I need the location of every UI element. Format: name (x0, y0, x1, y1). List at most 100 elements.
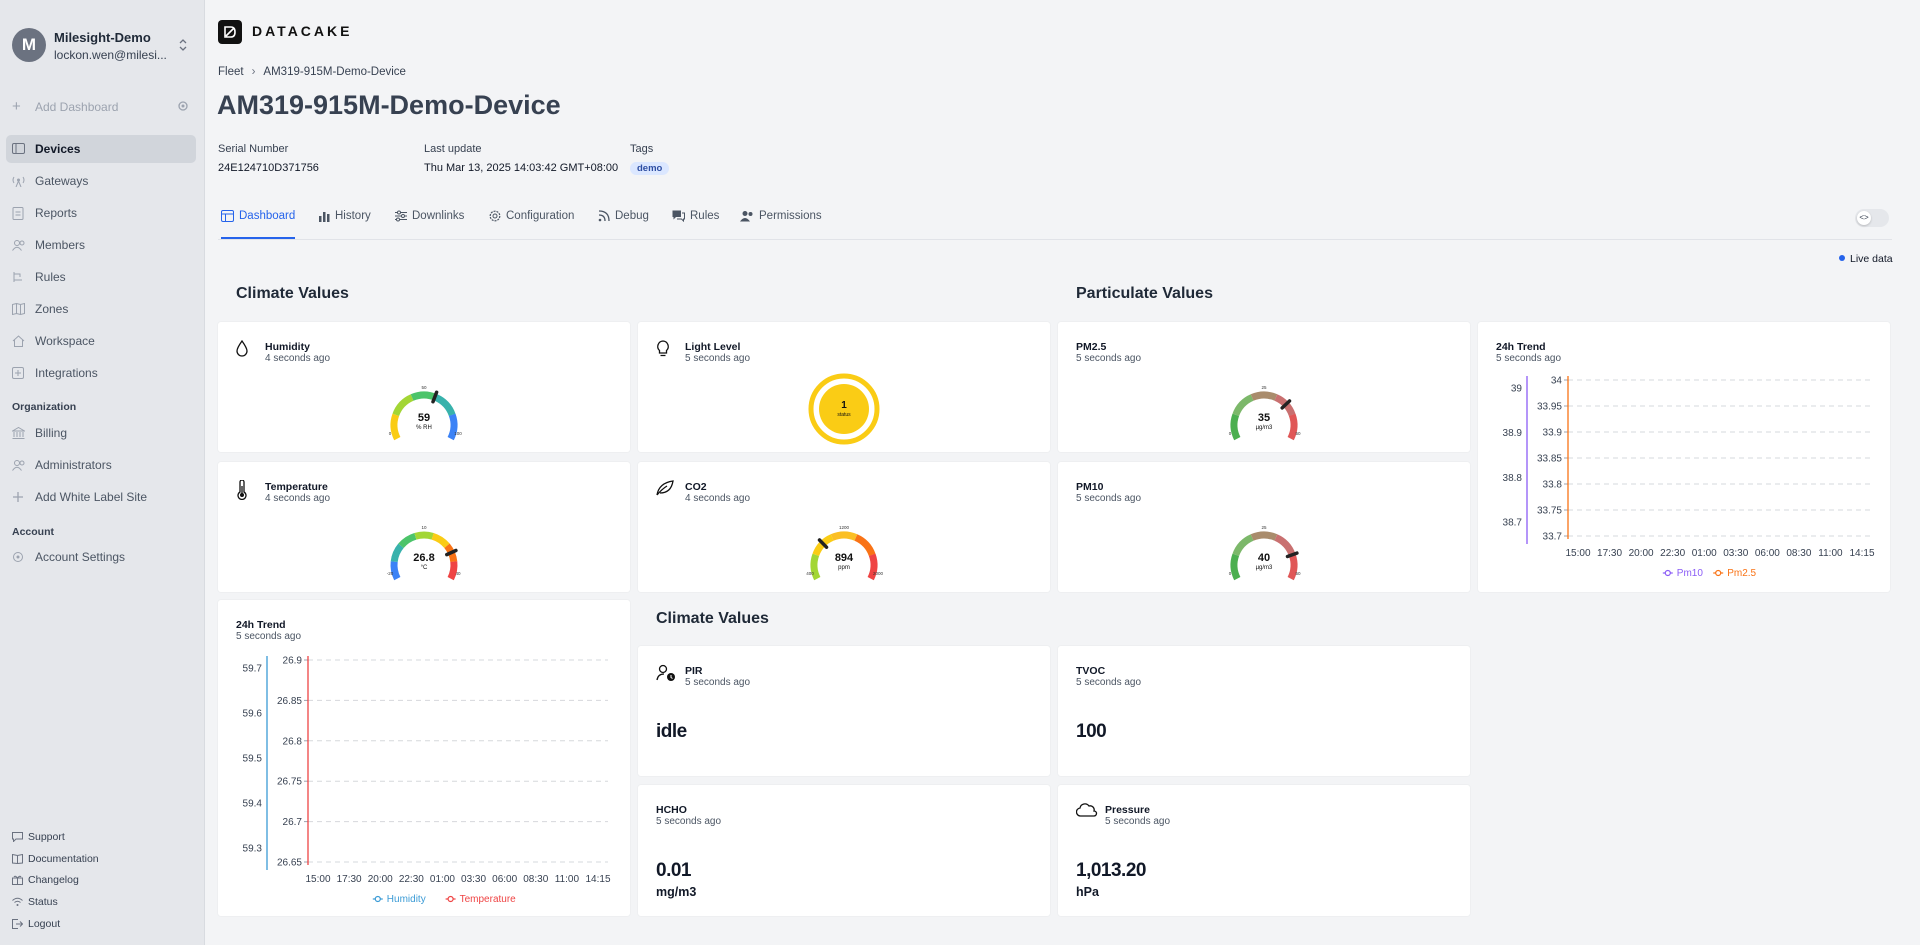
serial-number-label: Serial Number (218, 143, 289, 155)
pressure-value: 1,013.20 (1076, 860, 1146, 881)
widget-title: CO2 (685, 481, 707, 493)
gauge-needle (445, 548, 458, 557)
y-left-tick-label: 38.7 (1503, 518, 1523, 529)
pressure-unit: hPa (1076, 885, 1099, 899)
tag-badge[interactable]: demo (630, 162, 670, 175)
x-tick-label: 15:00 (305, 874, 330, 885)
users-icon (740, 211, 753, 222)
sidebar-item-reports[interactable]: Reports (6, 199, 196, 227)
plus-icon: + (12, 98, 21, 115)
y-left-tick-label: 39 (1511, 384, 1523, 395)
sidebar-item-label: Rules (35, 270, 66, 284)
legend-item[interactable]: Pm2.5 (1713, 568, 1757, 579)
sidebar-item-integrations[interactable]: Integrations (6, 359, 196, 387)
humidity-gauge: 59% RH 0 100 50 (389, 385, 462, 441)
y-left-tick-label: 38.8 (1503, 473, 1523, 484)
gauge-arc-segment (810, 553, 821, 581)
temperature-gauge: 26.8°C -20 40 10 (387, 525, 461, 581)
gauge-max-label: 50 (1295, 571, 1301, 576)
tab-dashboard[interactable]: Dashboard (221, 210, 296, 239)
legend-label: Temperature (460, 894, 517, 905)
y-right-tick-label: 34 (1551, 376, 1563, 387)
widget-light-level: Light Level 5 seconds ago 1 status (638, 322, 1050, 452)
page-title: AM319-915M-Demo-Device (217, 90, 561, 120)
add-dashboard-label: Add Dashboard (35, 100, 119, 114)
gauge-unit: ppm (838, 565, 850, 571)
y-right-tick-label: 33.75 (1537, 506, 1562, 517)
widget-humidity: Humidity 4 seconds ago 59% RH 0 100 50 (218, 322, 630, 452)
sidebar-item-devices[interactable]: Devices (6, 135, 196, 163)
widget-title: HCHO (656, 804, 687, 816)
y-right-tick-label: 26.85 (277, 696, 302, 707)
code-view-toggle[interactable]: <> (1855, 209, 1889, 227)
tab-debug[interactable]: Debug (598, 210, 649, 238)
widget-title: PM2.5 (1076, 341, 1107, 353)
gauge-needle (1280, 399, 1292, 410)
widget-title: Pressure (1105, 804, 1150, 816)
workspace-name: Milesight-Demo (54, 30, 151, 45)
gauge-arc-segment (447, 561, 458, 581)
x-tick-label: 14:15 (1849, 548, 1874, 559)
y-right-tick-label: 26.9 (283, 656, 303, 667)
footer-link-label: Support (28, 831, 65, 843)
legend-label: Pm2.5 (1727, 568, 1756, 579)
x-tick-label: 11:00 (1818, 548, 1843, 559)
x-tick-label: 14:15 (585, 874, 610, 885)
hcho-unit: mg/m3 (656, 885, 697, 899)
y-right-tick-label: 33.7 (1543, 532, 1563, 543)
breadcrumb: Fleet › AM319-915M-Demo-Device (218, 66, 406, 78)
workspace-switcher[interactable]: M Milesight-Demo lockon.wen@milesi... (12, 28, 194, 64)
rules-icon (13, 272, 22, 282)
x-tick-label: 01:00 (430, 874, 455, 885)
tab-label: History (335, 210, 371, 222)
gauge-arc-segment (398, 532, 417, 549)
tab-permissions[interactable]: Permissions (740, 210, 822, 238)
hcho-value: 0.01 (656, 860, 691, 881)
sidebar-item-billing[interactable]: Billing (6, 419, 196, 447)
gauge-arc-segment (1230, 553, 1241, 581)
sidebar-item-label: Account Settings (35, 550, 126, 564)
tab-configuration[interactable]: Configuration (489, 210, 574, 238)
x-tick-label: 06:00 (492, 874, 517, 885)
tab-label: Debug (615, 210, 649, 222)
gauge-max-label: 2000 (873, 571, 884, 576)
gauge-arc-segment (1250, 531, 1278, 541)
tags-label: Tags (630, 143, 654, 155)
legend-item[interactable]: Humidity (372, 894, 426, 905)
sidebar-item-members[interactable]: Members (6, 231, 196, 259)
sidebar-item-add-white-label-site[interactable]: Add White Label Site (6, 483, 196, 511)
gauge-arc-segment (434, 394, 456, 417)
gauge-max-label: 50 (1295, 431, 1301, 436)
sidebar-item-zones[interactable]: Zones (6, 295, 196, 323)
tab-history[interactable]: History (318, 210, 371, 238)
sidebar-item-workspace[interactable]: Workspace (6, 327, 196, 355)
plus-icon (13, 492, 23, 502)
sidebar-item-label: Members (35, 238, 86, 252)
gauge-needle (1285, 551, 1299, 559)
sidebar-item-account-settings[interactable]: Account Settings (6, 543, 196, 571)
sidebar-item-rules[interactable]: Rules (6, 263, 196, 291)
gear-icon[interactable] (177, 100, 189, 112)
tab-rules[interactable]: Rules (672, 210, 719, 238)
gauge-unit: °C (421, 565, 428, 571)
gauge-min-label: 400 (806, 571, 814, 576)
widget-timestamp: 5 seconds ago (1076, 677, 1142, 688)
gauge-needle (817, 538, 829, 549)
sidebar-item-administrators[interactable]: Administrators (6, 451, 196, 479)
sidebar-item-gateways[interactable]: Gateways (6, 167, 196, 195)
add-dashboard[interactable]: + Add Dashboard (12, 98, 194, 116)
support-icon (12, 832, 23, 842)
gauge-needle (431, 390, 439, 404)
breadcrumb-fleet[interactable]: Fleet (218, 66, 244, 78)
gauge-arc-segment (392, 394, 414, 417)
tab-downlinks[interactable]: Downlinks (395, 210, 464, 238)
chevron-updown-icon[interactable] (177, 36, 189, 54)
widget-timestamp: 5 seconds ago (1105, 816, 1171, 827)
widget-timestamp: 5 seconds ago (685, 677, 751, 688)
legend-item[interactable]: Pm10 (1662, 568, 1704, 579)
logout-icon (12, 919, 23, 929)
widget-title: 24h Trend (236, 619, 286, 631)
gauge-mid-label: 25 (1261, 385, 1267, 390)
legend-item[interactable]: Temperature (445, 894, 517, 905)
